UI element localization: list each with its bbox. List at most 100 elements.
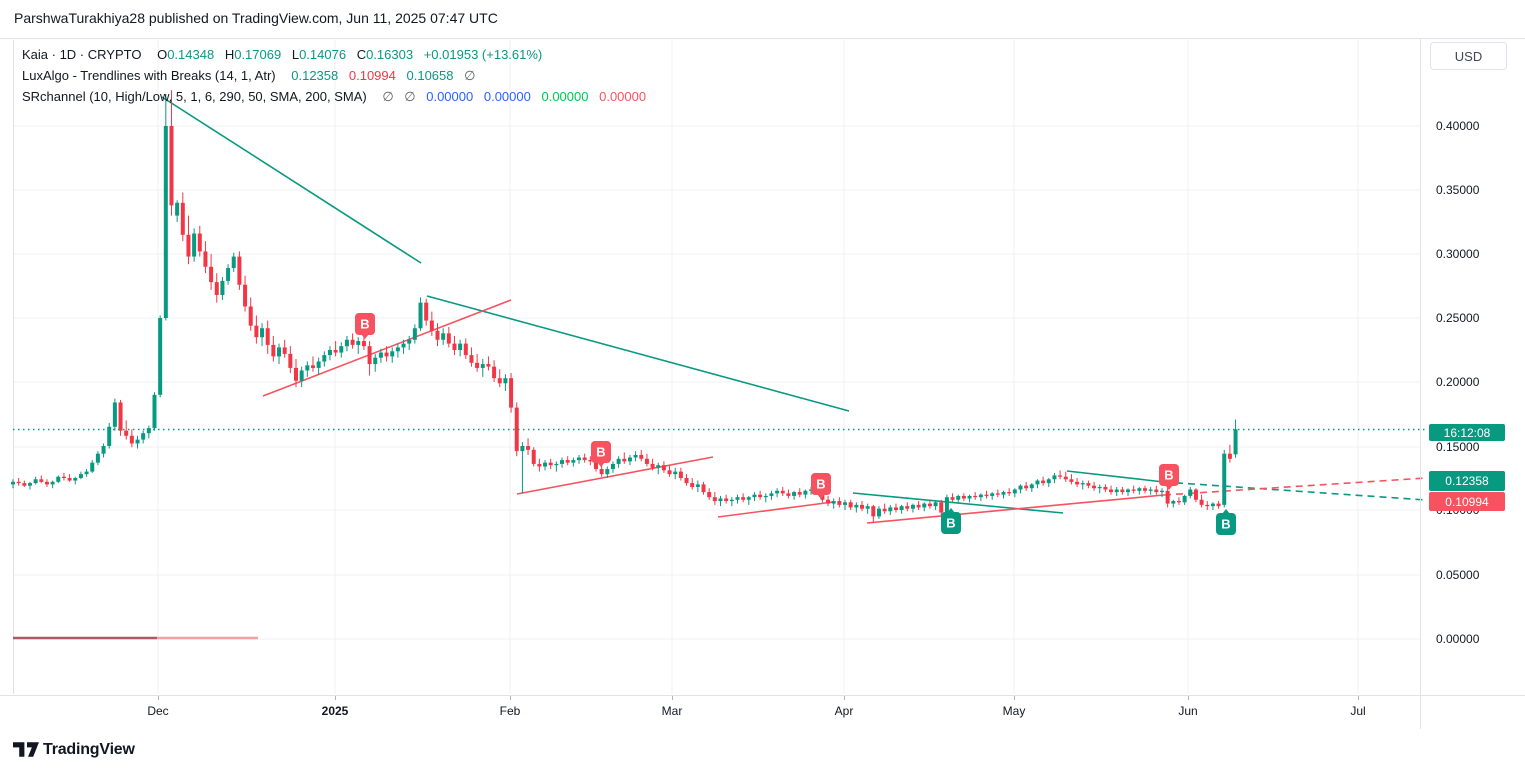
candle-body xyxy=(1035,480,1040,485)
symbol-title: Kaia · 1D · CRYPTO xyxy=(22,47,142,62)
candle-body xyxy=(1052,475,1057,480)
legend-indicator-row-luxalgo[interactable]: LuxAlgo - Trendlines with Breaks (14, 1,… xyxy=(22,65,646,86)
candle-body xyxy=(39,479,44,482)
candle-body xyxy=(101,446,106,454)
candle-body xyxy=(695,484,700,487)
candle-body xyxy=(361,341,366,347)
candle-body xyxy=(203,251,208,267)
price-axis[interactable]: USD 0.40000 0.35000 0.30000 0.25000 0.20000 0… xyxy=(1420,38,1525,695)
candle-body xyxy=(1165,490,1170,504)
legend-symbol-row[interactable]: Kaia · 1D · CRYPTO O0.14348 H0.17069 L0.… xyxy=(22,44,646,65)
candle-body xyxy=(593,461,598,470)
break-marker-label: B xyxy=(596,445,605,460)
candle-body xyxy=(1058,475,1063,477)
candle-body xyxy=(254,325,259,338)
candle-body xyxy=(831,501,836,504)
upper-trendline-price-badge: 0.12358 xyxy=(1429,471,1505,491)
price-axis-label: 0.20000 xyxy=(1436,375,1480,389)
lower-trendline-price-badge: 0.10994 xyxy=(1429,492,1505,511)
candle-body xyxy=(724,498,729,502)
time-axis-tick xyxy=(672,696,673,700)
candle-body xyxy=(441,333,446,340)
candle-body xyxy=(735,497,740,500)
candle-body xyxy=(1120,489,1125,493)
time-axis-tick xyxy=(844,696,845,700)
time-axis[interactable]: Dec 2025 Feb Mar Apr May Jun Jul xyxy=(0,695,1525,731)
candle-body xyxy=(356,341,361,345)
candle-body xyxy=(1007,492,1012,494)
candle-body xyxy=(1182,495,1187,503)
candle-body xyxy=(33,479,38,484)
candle-body xyxy=(192,233,197,257)
price-axis-label: 0.00000 xyxy=(1436,632,1480,646)
candle-body xyxy=(786,493,791,496)
price-axis-label: 0.40000 xyxy=(1436,119,1480,133)
candle-body xyxy=(961,495,966,499)
indicator-title: SRchannel (10, High/Low, 5, 1, 6, 290, 5… xyxy=(22,89,367,104)
tradingview-logo-icon[interactable] xyxy=(13,742,41,757)
luxalgo-mid-value: 0.10658 xyxy=(406,68,454,83)
candle-body xyxy=(61,476,66,478)
break-marker-badge xyxy=(355,313,375,335)
srchannel-value-1: 0.00000 xyxy=(426,89,474,104)
candle-body xyxy=(514,407,519,452)
candle-body xyxy=(503,378,508,384)
currency-toggle-button[interactable]: USD xyxy=(1430,42,1507,70)
candle-body xyxy=(209,266,214,283)
indicator-title: LuxAlgo - Trendlines with Breaks (14, 1,… xyxy=(22,68,276,83)
candle-body xyxy=(327,350,332,356)
candle-body xyxy=(548,462,553,466)
candle-body xyxy=(73,478,78,481)
candle-body xyxy=(565,460,570,463)
candle-body xyxy=(418,302,423,329)
candle-body xyxy=(248,306,253,326)
candle-body xyxy=(412,328,417,340)
candle-body xyxy=(118,402,123,431)
candle-body xyxy=(56,476,61,482)
candle-body xyxy=(690,483,695,487)
legend-indicator-row-srchannel[interactable]: SRchannel (10, High/Low, 5, 1, 6, 290, 5… xyxy=(22,86,646,107)
break-marker-tail xyxy=(947,508,955,513)
candle-body xyxy=(424,302,429,321)
ohlc-high: H0.17069 xyxy=(224,47,282,62)
candle-body xyxy=(599,469,604,475)
candle-body xyxy=(1233,429,1238,455)
candle-body xyxy=(84,471,89,475)
candle-body xyxy=(865,506,870,509)
axis-corner-divider xyxy=(1420,695,1421,729)
candle-body xyxy=(135,439,140,444)
candle-body xyxy=(67,478,72,481)
candle-body xyxy=(1193,489,1198,500)
candle-body xyxy=(50,481,55,485)
time-axis-label: May xyxy=(1002,704,1026,718)
candle-body xyxy=(152,394,157,429)
candle-body xyxy=(588,460,593,462)
candle-body xyxy=(718,498,723,502)
tradingview-brand-text[interactable]: TradingView xyxy=(43,741,135,758)
candle-body xyxy=(650,463,655,468)
candle-body xyxy=(933,502,938,507)
candle-body xyxy=(231,256,236,269)
candle-body xyxy=(843,502,848,505)
candle-body xyxy=(407,339,412,344)
candle-body xyxy=(288,353,293,368)
candle-body xyxy=(78,474,83,478)
candle-body xyxy=(882,508,887,512)
candle-body xyxy=(1131,489,1136,491)
candle-body xyxy=(871,506,876,517)
candle-body xyxy=(305,365,310,371)
trendline xyxy=(1066,470,1165,483)
candle-body xyxy=(395,347,400,352)
break-marker-tail xyxy=(361,334,369,339)
candle-body xyxy=(826,499,831,504)
luxalgo-upper-value: 0.12358 xyxy=(291,68,339,83)
break-marker-tail xyxy=(817,494,825,499)
candle-body xyxy=(22,483,27,486)
break-marker-label: B xyxy=(1221,517,1230,532)
price-axis-label: 0.05000 xyxy=(1436,568,1480,582)
candle-body xyxy=(1063,476,1068,480)
price-axis-label: 0.15000 xyxy=(1436,440,1480,454)
candle-body xyxy=(746,497,751,500)
candle-body xyxy=(129,435,134,444)
